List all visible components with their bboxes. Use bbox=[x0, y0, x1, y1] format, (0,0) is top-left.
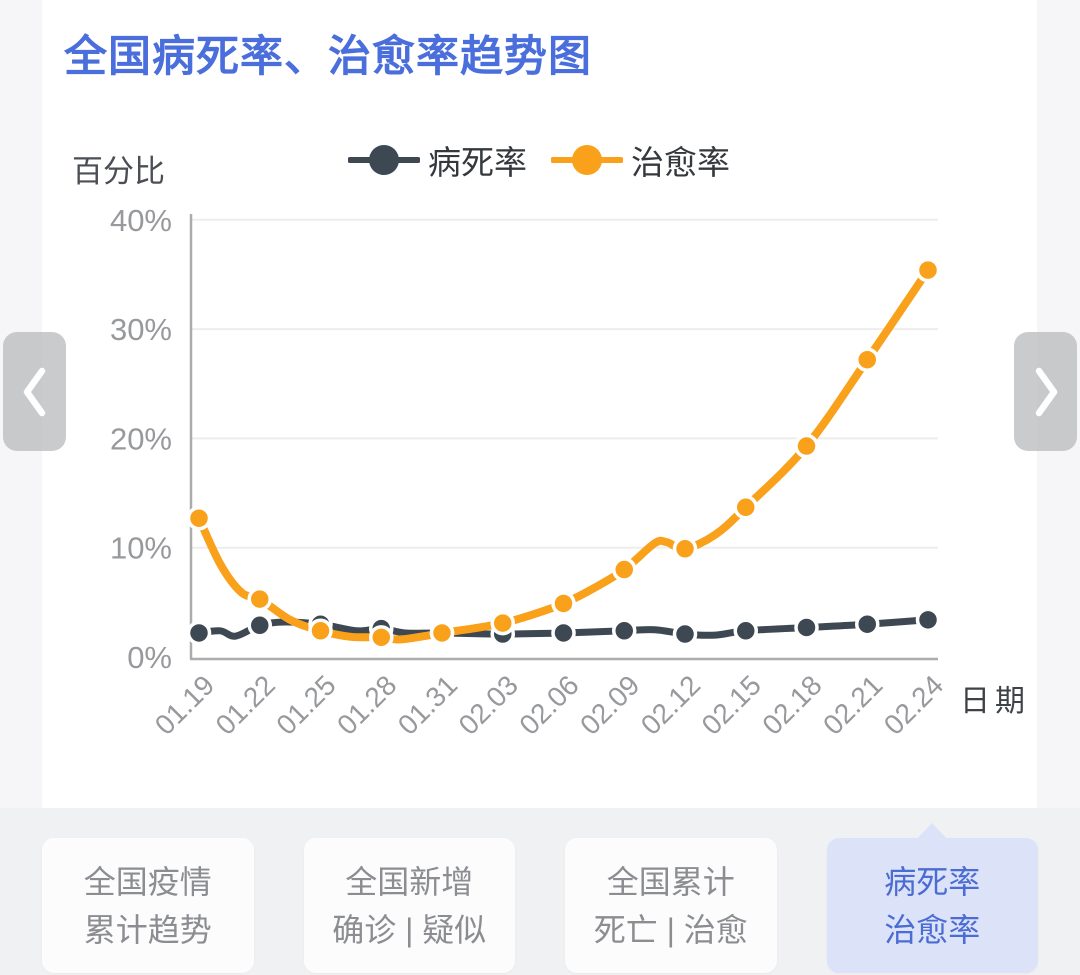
x-tick-label-01.31: 01.31 bbox=[392, 669, 463, 740]
x-tick-label-01.19: 01.19 bbox=[149, 669, 220, 740]
y-tick-label-40%: 40% bbox=[110, 203, 172, 238]
tab-label-line1: 全国疫情 bbox=[83, 863, 212, 900]
cure-rate-point-02.12[interactable] bbox=[672, 536, 698, 562]
fatality-rate-point-01.19[interactable] bbox=[186, 620, 212, 646]
tab-national-cumulative-trend[interactable]: 全国疫情 累计趋势 bbox=[42, 838, 254, 973]
tab-label-line2: 死亡 | 治愈 bbox=[593, 911, 748, 948]
next-chart-button[interactable] bbox=[1014, 332, 1077, 451]
cure-rate-point-01.31[interactable] bbox=[429, 620, 455, 646]
cure-rate-point-02.06[interactable] bbox=[551, 591, 576, 616]
x-tick-label-01.28: 01.28 bbox=[331, 669, 402, 740]
chart-card bbox=[42, 0, 1037, 808]
cure-rate-legend-marker-icon bbox=[551, 145, 623, 175]
cure-rate-point-02.18[interactable] bbox=[794, 433, 819, 459]
fatality-rate-point-02.21[interactable] bbox=[855, 611, 880, 637]
x-tick-label-01.22: 01.22 bbox=[210, 669, 281, 740]
cure-rate-point-02.24[interactable] bbox=[915, 257, 941, 283]
chevron-left-icon bbox=[23, 367, 45, 416]
tab-national-cumulative-death-cure[interactable]: 全国累计 死亡 | 治愈 bbox=[565, 838, 777, 973]
cure-rate-point-01.25[interactable] bbox=[308, 618, 333, 644]
fatality-rate-point-01.22[interactable] bbox=[247, 613, 272, 638]
tab-national-new-confirmed-suspected[interactable]: 全国新增 确诊 | 疑似 bbox=[303, 838, 515, 973]
tab-label-line1: 全国累计 bbox=[606, 863, 735, 900]
x-tick-label-02.21: 02.21 bbox=[817, 669, 888, 740]
y-tick-label-30%: 30% bbox=[110, 312, 172, 347]
cure-rate-point-01.19[interactable] bbox=[186, 505, 212, 531]
cure-rate-point-01.28[interactable] bbox=[369, 625, 394, 650]
cure-rate-point-01.22[interactable] bbox=[247, 586, 272, 612]
cure-rate-point-02.21[interactable] bbox=[855, 347, 880, 372]
legend-item-cure-rate[interactable]: 治愈率 bbox=[551, 136, 730, 184]
legend-item-fatality-rate[interactable]: 病死率 bbox=[348, 136, 527, 184]
fatality-rate-point-02.24[interactable] bbox=[915, 607, 941, 633]
prev-chart-button[interactable] bbox=[3, 332, 66, 451]
y-tick-label-10%: 10% bbox=[110, 531, 172, 566]
fatality-rate-point-02.09[interactable] bbox=[612, 618, 637, 644]
legend-label-cure-rate: 治愈率 bbox=[631, 144, 730, 181]
chart-tabs: 全国疫情 累计趋势 全国新增 确诊 | 疑似 全国累计 死亡 | 治愈 病死率 … bbox=[42, 823, 1038, 973]
x-tick-label-02.12: 02.12 bbox=[635, 669, 706, 740]
y-tick-label-20%: 20% bbox=[110, 421, 172, 456]
chevron-right-icon bbox=[1035, 367, 1057, 416]
cure-rate-point-02.09[interactable] bbox=[612, 557, 637, 582]
x-tick-label-02.18: 02.18 bbox=[756, 669, 827, 740]
tab-label-line1: 全国新增 bbox=[345, 863, 474, 900]
y-axis-title: 百分比 bbox=[72, 154, 165, 189]
fatality-rate-legend-marker-icon bbox=[348, 145, 420, 175]
x-tick-label-02.06: 02.06 bbox=[513, 669, 584, 740]
fatality-rate-point-02.12[interactable] bbox=[672, 621, 698, 647]
x-tick-label-02.09: 02.09 bbox=[574, 669, 645, 740]
x-tick-label-01.25: 01.25 bbox=[270, 669, 341, 740]
tab-label-line2: 确诊 | 疑似 bbox=[332, 911, 487, 948]
fatality-rate-point-02.15[interactable] bbox=[733, 618, 758, 644]
tab-fatality-cure-rate[interactable]: 病死率 治愈率 bbox=[826, 823, 1038, 973]
y-tick-label-0%: 0% bbox=[127, 640, 172, 675]
tab-label-line2: 累计趋势 bbox=[83, 911, 212, 948]
page-title: 全国病死率、治愈率趋势图 bbox=[64, 33, 592, 81]
x-tick-label-02.15: 02.15 bbox=[696, 669, 767, 740]
legend: 病死率 治愈率 bbox=[348, 136, 730, 184]
x-tick-label-02.24: 02.24 bbox=[878, 669, 949, 740]
tab-label-line2: 治愈率 bbox=[884, 911, 981, 948]
cure-rate-line bbox=[195, 266, 932, 644]
fatality-rate-point-02.06[interactable] bbox=[551, 620, 576, 646]
cure-rate-point-02.15[interactable] bbox=[733, 495, 758, 520]
fatality-rate-point-02.18[interactable] bbox=[794, 615, 819, 640]
cure-rate-point-02.03[interactable] bbox=[490, 610, 515, 636]
tab-label-line1: 病死率 bbox=[884, 863, 981, 900]
legend-label-fatality-rate: 病死率 bbox=[428, 144, 527, 181]
x-tick-label-02.03: 02.03 bbox=[453, 669, 524, 740]
x-axis-title: 日期 bbox=[960, 685, 1030, 718]
